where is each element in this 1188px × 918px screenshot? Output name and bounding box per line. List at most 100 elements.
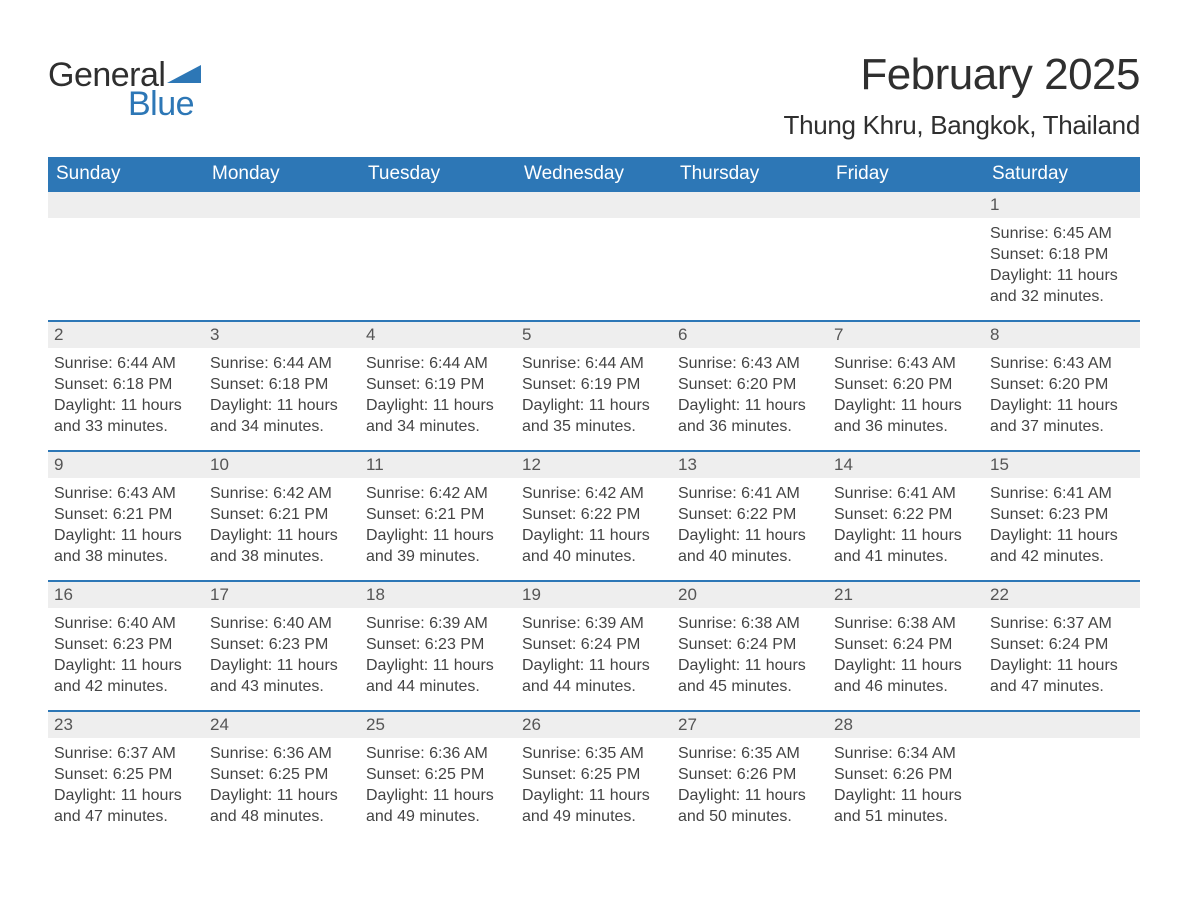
sunset-line: Sunset: 6:25 PM (522, 765, 666, 786)
sunset-line: Sunset: 6:24 PM (678, 635, 822, 656)
sunrise-line: Sunrise: 6:44 AM (366, 354, 510, 375)
day-cell: 28Sunrise: 6:34 AMSunset: 6:26 PMDayligh… (828, 712, 984, 840)
day-number: 15 (984, 452, 1140, 478)
day-cell: 2Sunrise: 6:44 AMSunset: 6:18 PMDaylight… (48, 322, 204, 450)
sunrise-line: Sunrise: 6:44 AM (54, 354, 198, 375)
day-details: Sunrise: 6:44 AMSunset: 6:18 PMDaylight:… (48, 348, 204, 437)
dow-monday: Monday (204, 157, 360, 192)
daylight-line: Daylight: 11 hours and 40 minutes. (522, 526, 666, 568)
day-number (360, 192, 516, 218)
daylight-line: Daylight: 11 hours and 34 minutes. (366, 396, 510, 438)
day-details: Sunrise: 6:38 AMSunset: 6:24 PMDaylight:… (828, 608, 984, 697)
day-number (984, 712, 1140, 738)
day-number: 10 (204, 452, 360, 478)
daylight-line: Daylight: 11 hours and 43 minutes. (210, 656, 354, 698)
day-number: 23 (48, 712, 204, 738)
day-cell (516, 192, 672, 320)
sunset-line: Sunset: 6:22 PM (678, 505, 822, 526)
day-details: Sunrise: 6:38 AMSunset: 6:24 PMDaylight:… (672, 608, 828, 697)
day-number: 20 (672, 582, 828, 608)
daylight-line: Daylight: 11 hours and 49 minutes. (366, 786, 510, 828)
sunset-line: Sunset: 6:22 PM (834, 505, 978, 526)
day-number: 2 (48, 322, 204, 348)
day-cell (984, 712, 1140, 840)
sunset-line: Sunset: 6:20 PM (990, 375, 1134, 396)
day-cell: 24Sunrise: 6:36 AMSunset: 6:25 PMDayligh… (204, 712, 360, 840)
sunset-line: Sunset: 6:18 PM (54, 375, 198, 396)
sunrise-line: Sunrise: 6:35 AM (678, 744, 822, 765)
sunset-line: Sunset: 6:25 PM (366, 765, 510, 786)
daylight-line: Daylight: 11 hours and 38 minutes. (54, 526, 198, 568)
day-number: 4 (360, 322, 516, 348)
daylight-line: Daylight: 11 hours and 32 minutes. (990, 266, 1134, 308)
day-details: Sunrise: 6:36 AMSunset: 6:25 PMDaylight:… (204, 738, 360, 827)
week-row: 16Sunrise: 6:40 AMSunset: 6:23 PMDayligh… (48, 580, 1140, 710)
sunset-line: Sunset: 6:23 PM (54, 635, 198, 656)
day-number: 7 (828, 322, 984, 348)
header-row: General Blue February 2025 Thung Khru, B… (48, 50, 1140, 141)
day-number: 8 (984, 322, 1140, 348)
day-number: 21 (828, 582, 984, 608)
brand-triangle-icon (167, 61, 201, 88)
sunset-line: Sunset: 6:21 PM (366, 505, 510, 526)
sunrise-line: Sunrise: 6:43 AM (834, 354, 978, 375)
sunrise-line: Sunrise: 6:35 AM (522, 744, 666, 765)
sunrise-line: Sunrise: 6:40 AM (54, 614, 198, 635)
sunset-line: Sunset: 6:19 PM (522, 375, 666, 396)
daylight-line: Daylight: 11 hours and 46 minutes. (834, 656, 978, 698)
day-cell: 12Sunrise: 6:42 AMSunset: 6:22 PMDayligh… (516, 452, 672, 580)
dow-tuesday: Tuesday (360, 157, 516, 192)
sunset-line: Sunset: 6:26 PM (834, 765, 978, 786)
day-number: 1 (984, 192, 1140, 218)
day-details: Sunrise: 6:42 AMSunset: 6:21 PMDaylight:… (204, 478, 360, 567)
daylight-line: Daylight: 11 hours and 38 minutes. (210, 526, 354, 568)
sunset-line: Sunset: 6:18 PM (210, 375, 354, 396)
sunset-line: Sunset: 6:25 PM (210, 765, 354, 786)
day-cell (48, 192, 204, 320)
day-cell: 18Sunrise: 6:39 AMSunset: 6:23 PMDayligh… (360, 582, 516, 710)
day-number: 26 (516, 712, 672, 738)
daylight-line: Daylight: 11 hours and 36 minutes. (834, 396, 978, 438)
day-number: 3 (204, 322, 360, 348)
day-details: Sunrise: 6:43 AMSunset: 6:20 PMDaylight:… (672, 348, 828, 437)
sunrise-line: Sunrise: 6:39 AM (366, 614, 510, 635)
day-cell (828, 192, 984, 320)
day-details: Sunrise: 6:40 AMSunset: 6:23 PMDaylight:… (204, 608, 360, 697)
day-cell: 7Sunrise: 6:43 AMSunset: 6:20 PMDaylight… (828, 322, 984, 450)
day-number: 11 (360, 452, 516, 478)
brand-blue-text: Blue (128, 85, 194, 124)
day-cell: 9Sunrise: 6:43 AMSunset: 6:21 PMDaylight… (48, 452, 204, 580)
daylight-line: Daylight: 11 hours and 45 minutes. (678, 656, 822, 698)
day-details: Sunrise: 6:41 AMSunset: 6:23 PMDaylight:… (984, 478, 1140, 567)
location-title: Thung Khru, Bangkok, Thailand (783, 110, 1140, 141)
daylight-line: Daylight: 11 hours and 42 minutes. (990, 526, 1134, 568)
day-cell: 23Sunrise: 6:37 AMSunset: 6:25 PMDayligh… (48, 712, 204, 840)
daylight-line: Daylight: 11 hours and 36 minutes. (678, 396, 822, 438)
daylight-line: Daylight: 11 hours and 48 minutes. (210, 786, 354, 828)
sunrise-line: Sunrise: 6:42 AM (210, 484, 354, 505)
daylight-line: Daylight: 11 hours and 47 minutes. (990, 656, 1134, 698)
daylight-line: Daylight: 11 hours and 49 minutes. (522, 786, 666, 828)
day-number: 6 (672, 322, 828, 348)
day-details: Sunrise: 6:37 AMSunset: 6:24 PMDaylight:… (984, 608, 1140, 697)
day-number: 22 (984, 582, 1140, 608)
daylight-line: Daylight: 11 hours and 44 minutes. (366, 656, 510, 698)
day-number: 24 (204, 712, 360, 738)
day-cell (204, 192, 360, 320)
sunrise-line: Sunrise: 6:42 AM (366, 484, 510, 505)
brand-logo: General Blue (48, 56, 201, 124)
sunrise-line: Sunrise: 6:39 AM (522, 614, 666, 635)
day-number (516, 192, 672, 218)
day-cell: 27Sunrise: 6:35 AMSunset: 6:26 PMDayligh… (672, 712, 828, 840)
sunset-line: Sunset: 6:25 PM (54, 765, 198, 786)
day-details: Sunrise: 6:35 AMSunset: 6:25 PMDaylight:… (516, 738, 672, 827)
daylight-line: Daylight: 11 hours and 41 minutes. (834, 526, 978, 568)
day-cell: 26Sunrise: 6:35 AMSunset: 6:25 PMDayligh… (516, 712, 672, 840)
day-details: Sunrise: 6:44 AMSunset: 6:19 PMDaylight:… (516, 348, 672, 437)
daylight-line: Daylight: 11 hours and 33 minutes. (54, 396, 198, 438)
day-cell: 13Sunrise: 6:41 AMSunset: 6:22 PMDayligh… (672, 452, 828, 580)
sunrise-line: Sunrise: 6:41 AM (990, 484, 1134, 505)
day-details: Sunrise: 6:40 AMSunset: 6:23 PMDaylight:… (48, 608, 204, 697)
daylight-line: Daylight: 11 hours and 35 minutes. (522, 396, 666, 438)
sunrise-line: Sunrise: 6:37 AM (54, 744, 198, 765)
